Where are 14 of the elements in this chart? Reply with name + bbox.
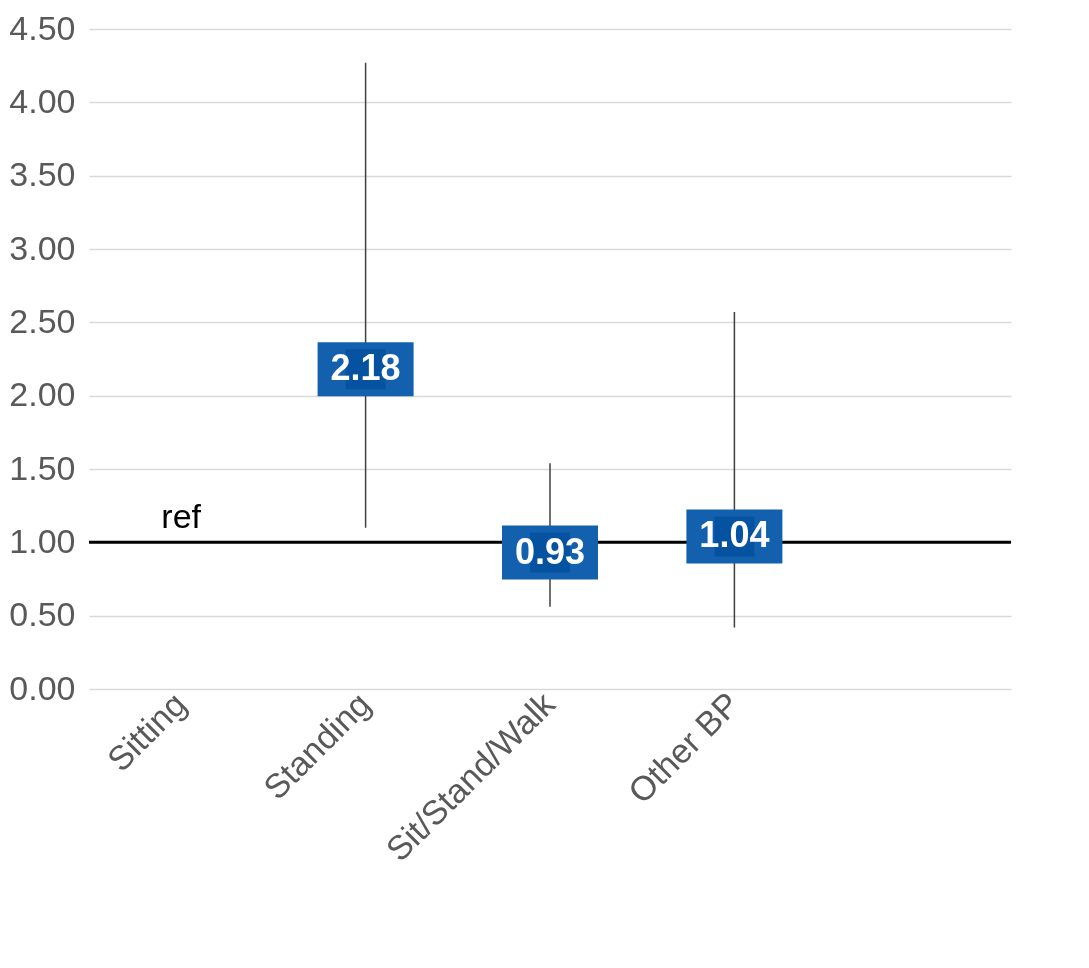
- y-tick-label: 2.50: [9, 301, 76, 340]
- y-tick-label: 4.50: [9, 8, 76, 47]
- ref-line-label: ref: [161, 497, 202, 536]
- y-tick-label: 1.50: [9, 448, 76, 487]
- data-label: 2.18: [330, 347, 401, 389]
- y-tick-label: 3.50: [9, 155, 76, 194]
- y-tick-label: 1.00: [9, 521, 76, 560]
- y-tick-label: 0.50: [9, 595, 76, 634]
- y-tick-label: 0.00: [9, 668, 76, 707]
- y-tick-label: 3.00: [9, 228, 76, 267]
- y-tick-label: 2.00: [9, 375, 76, 414]
- data-label: 1.04: [699, 514, 770, 556]
- y-tick-label: 4.00: [9, 81, 76, 120]
- data-label: 0.93: [514, 530, 586, 572]
